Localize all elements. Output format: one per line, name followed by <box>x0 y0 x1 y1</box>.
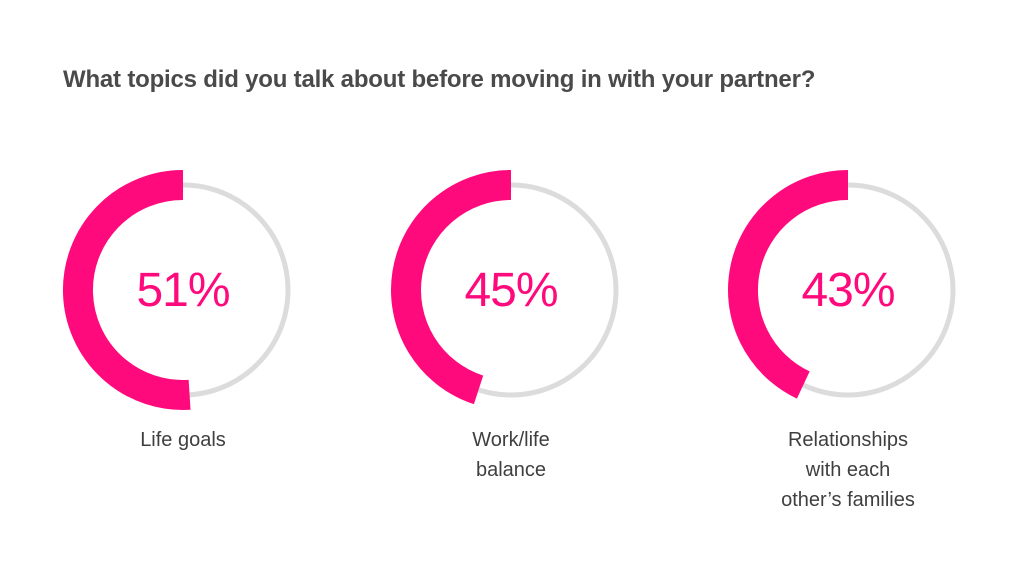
category-label-work-life-balance: Work/life balance <box>386 425 636 485</box>
category-label-line: Life goals <box>140 429 226 451</box>
donut-work-life-balance: 45% <box>386 165 636 415</box>
category-label-relationships-families: Relationships with each other’s families <box>723 425 973 515</box>
percent-label: 45% <box>464 263 558 317</box>
category-label-line: other’s families <box>781 489 915 511</box>
donut-chart-life-goals <box>63 170 291 410</box>
donut-value-arc <box>63 170 191 410</box>
chart-title: What topics did you talk about before mo… <box>63 66 816 93</box>
percent-label: 51% <box>136 263 230 317</box>
donut-value-arc <box>728 170 849 399</box>
category-label-line: Relationships <box>787 429 909 451</box>
category-label-life-goals: Life goals <box>58 425 308 455</box>
donut-relationships-families: 43% <box>723 165 973 415</box>
donut-value-arc <box>391 170 512 405</box>
donut-chart-relationships-families <box>728 170 956 399</box>
category-label-line: balance <box>475 459 547 481</box>
donut-life-goals: 51% <box>58 165 308 415</box>
category-label-line: Work/life <box>472 429 550 451</box>
donut-chart-work-life-balance <box>391 170 619 405</box>
percent-label: 43% <box>801 263 895 317</box>
category-label-line: with each <box>805 459 891 481</box>
